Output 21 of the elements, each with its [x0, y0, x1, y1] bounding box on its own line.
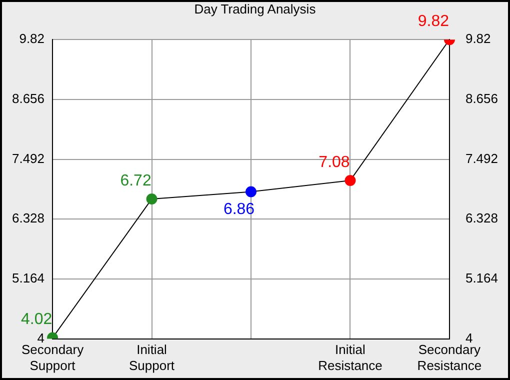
- y-tick-label: 9.82: [19, 31, 45, 46]
- chart-title: Day Trading Analysis: [194, 1, 316, 16]
- y-tick-label: 5.164: [12, 270, 45, 286]
- y-tick-label: 7.492: [12, 150, 45, 166]
- point: [146, 193, 158, 204]
- y2-tick-label: 8.656: [465, 91, 498, 106]
- y2-tick-label: 5.164: [465, 270, 498, 286]
- y-tick-label: 6.328: [12, 210, 45, 226]
- point: [344, 174, 356, 186]
- x-tick-label: Initial Support: [128, 342, 175, 373]
- data-label: 4.02: [20, 311, 52, 328]
- y2-tick-label: 9.82: [465, 31, 491, 46]
- data-label: 7.08: [318, 154, 350, 171]
- point: [246, 186, 256, 198]
- y2-tick-label: 7.492: [465, 150, 498, 166]
- y2-tick-label: 6.328: [465, 210, 498, 226]
- x-tick-label: Initial Resistance: [318, 342, 382, 373]
- data-label: 6.86: [223, 201, 255, 218]
- y-tick-label: 8.656: [12, 91, 45, 106]
- data-label: 9.82: [418, 13, 450, 30]
- data-label: 6.72: [120, 172, 152, 190]
